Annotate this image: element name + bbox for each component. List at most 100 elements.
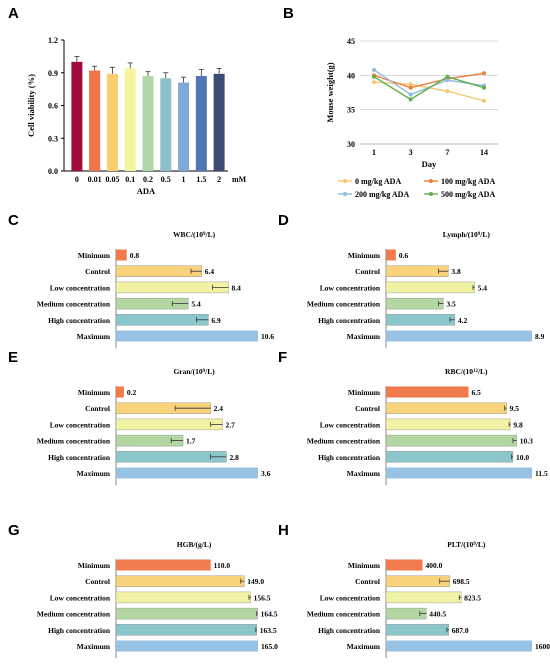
data-label: 11.5	[535, 469, 548, 478]
bar	[71, 61, 83, 172]
bar	[116, 330, 258, 342]
category-label: Medium concentration	[307, 610, 381, 619]
category-label: Low concentration	[320, 593, 381, 602]
series-point	[408, 92, 413, 97]
panel-label: B	[283, 5, 294, 22]
panel-label: A	[8, 5, 19, 22]
bar	[386, 640, 532, 652]
bar	[385, 418, 511, 431]
data-label: 10.3	[520, 437, 533, 446]
x-unit: mM	[232, 175, 247, 184]
data-label: 0.2	[127, 388, 137, 397]
x-tick-label: 0.01	[88, 175, 102, 184]
data-label: 4.2	[458, 316, 468, 325]
chart-e: Gran/(109/L) Minimum 0.2 Control 2.4 Low conc…	[37, 367, 271, 486]
data-label: 8.9	[535, 332, 545, 341]
x-tick-label: 2	[217, 175, 221, 184]
chart-title: HGB/(g/L)	[177, 540, 212, 549]
chart-b: 30 35 40 45 1 3 7 14 Day Mouse weight(g) 0 mg/kg A…	[325, 37, 498, 199]
bar	[213, 73, 225, 171]
bar	[386, 467, 532, 479]
series-point	[445, 78, 450, 83]
category-label: Medium concentration	[307, 300, 381, 309]
series-point	[482, 98, 486, 103]
legend-label: 500 mg/kg ADA	[441, 190, 495, 199]
category-label: High concentration	[318, 453, 381, 462]
bar	[160, 78, 172, 171]
bar	[386, 386, 469, 398]
data-label: 3.6	[261, 469, 271, 478]
data-label: 110.0	[214, 561, 231, 570]
category-label: Medium concentration	[307, 437, 381, 446]
y-tick-label: 1.2	[48, 36, 58, 45]
bar	[115, 607, 258, 620]
category-label: Minimum	[348, 388, 381, 397]
x-tick-label: 0.05	[105, 175, 119, 184]
data-label: 149.0	[247, 577, 264, 586]
category-label: Low concentration	[320, 420, 381, 429]
series-point	[408, 97, 413, 102]
bar	[385, 624, 449, 636]
bar	[106, 73, 118, 171]
data-label: 0.8	[130, 251, 140, 260]
category-label: Low concentration	[320, 283, 381, 292]
bar	[89, 70, 101, 171]
chart-g: HGB/(g/L) Minimum 110.0 Control 149.0 Low con…	[37, 540, 278, 659]
series-point	[408, 82, 413, 87]
category-label: Maximum	[347, 469, 381, 478]
chart-title: Gran/(109/L)	[173, 367, 215, 376]
panel-label: C	[8, 212, 19, 229]
data-label: 5.4	[478, 283, 488, 292]
legend-marker	[429, 192, 433, 196]
category-label: Control	[85, 404, 110, 413]
category-label: Maximum	[77, 642, 111, 651]
data-label: 6.4	[205, 267, 215, 276]
bar	[385, 297, 444, 310]
bar	[386, 559, 423, 571]
series-point	[445, 74, 450, 79]
x-tick-label: 0.1	[125, 175, 135, 184]
bar	[115, 265, 202, 277]
x-tick-label: 1	[372, 148, 376, 157]
y-axis-title: Mouse weight(g)	[325, 62, 335, 122]
x-tick-label: 7	[445, 148, 449, 157]
category-label: Control	[85, 267, 110, 276]
data-label: 6.9	[211, 316, 221, 325]
legend-label: 0 mg/kg ADA	[355, 177, 401, 186]
panel-label: G	[8, 522, 20, 539]
legend-label: 100 mg/kg ADA	[441, 177, 495, 186]
bar	[115, 591, 251, 604]
bar	[385, 591, 462, 604]
x-axis-title: ADA	[137, 186, 156, 196]
category-label: Minimum	[78, 561, 111, 570]
bar	[124, 68, 136, 171]
category-label: Medium concentration	[37, 437, 111, 446]
data-label: 165.0	[261, 642, 278, 651]
category-label: High concentration	[318, 316, 381, 325]
y-tick-label: 0.9	[48, 69, 58, 78]
data-label: 0.6	[399, 251, 409, 260]
chart-title: PLT/(109/L)	[447, 540, 486, 549]
data-label: 2.4	[214, 404, 224, 413]
chart-f: RBC/(1012/L) Minimum 6.5 Control 9.5 Low conc…	[307, 367, 548, 486]
chart-title: RBC/(1012/L)	[445, 367, 488, 376]
panel-label: F	[278, 349, 287, 366]
y-tick-label: 40	[347, 71, 355, 80]
x-tick-label: 1	[182, 175, 186, 184]
category-label: Control	[85, 577, 110, 586]
panel-label: E	[8, 349, 18, 366]
series-point	[372, 80, 376, 85]
data-label: 687.0	[452, 626, 469, 635]
data-label: 9.8	[513, 420, 523, 429]
bar	[116, 640, 258, 652]
x-tick-label: 0.2	[143, 175, 153, 184]
x-tick-label: 3	[409, 148, 413, 157]
data-label: 5.4	[191, 300, 201, 309]
series-point	[408, 85, 413, 90]
category-label: Low concentration	[50, 283, 111, 292]
legend-marker	[343, 179, 347, 183]
panel-label: D	[278, 212, 289, 229]
bar	[142, 76, 154, 171]
category-label: Maximum	[77, 469, 111, 478]
data-label: 156.5	[254, 593, 271, 602]
